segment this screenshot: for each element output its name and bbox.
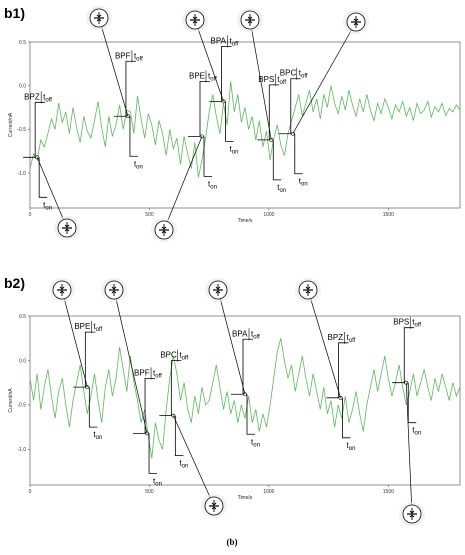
y-axis-title: Current/nA (8, 388, 14, 413)
y-axis-title: Current/nA (8, 112, 14, 137)
tf-label: BPZ (24, 92, 40, 101)
tf-label: BPE (74, 322, 90, 331)
t-on-sub: on (280, 188, 287, 194)
tf-label: BPZ (328, 333, 344, 342)
t-on-sub: on (349, 446, 356, 452)
t-off-sub: off (45, 97, 52, 103)
event-marker (200, 135, 203, 138)
t-on-sub: on (96, 435, 103, 441)
t-on-sub: on (136, 164, 143, 170)
t-on-sub: on (182, 464, 189, 470)
event-marker (36, 156, 39, 159)
figure-caption: (b) (227, 537, 238, 547)
t-off-sub: off (182, 356, 189, 362)
tf-label: BPA (211, 36, 227, 45)
tf-label: BPE (189, 71, 205, 80)
event-marker (172, 414, 175, 417)
x-tick-label: 1500 (383, 489, 394, 495)
t-on-sub: on (253, 442, 260, 448)
x-tick-label: 1000 (263, 212, 274, 218)
x-tick-label: 500 (145, 489, 154, 495)
t-off-sub: off (96, 327, 103, 333)
plot-frame (30, 42, 460, 208)
t-on-sub: on (210, 184, 217, 190)
tf-label: BPS (393, 318, 409, 327)
t-on-sub: on (414, 431, 421, 437)
x-tick-label: 0 (29, 212, 32, 218)
x-axis-title: Time/s (238, 495, 253, 501)
x-tick-label: 1000 (263, 489, 274, 495)
t-off-sub: off (136, 56, 143, 62)
tf-label: BPF (115, 51, 131, 60)
t-off-sub: off (280, 80, 287, 86)
t-on-sub: on (232, 149, 239, 155)
plot-frame (30, 316, 460, 485)
x-tick-label: 500 (145, 212, 154, 218)
tf-label: BPC (160, 351, 177, 360)
y-tick-label: -1.0 (17, 171, 26, 177)
t-off-sub: off (253, 334, 260, 340)
y-tick-label: 0.0 (19, 83, 26, 89)
t-on-sub: on (45, 205, 52, 211)
y-tick-label: 0.5 (19, 314, 26, 320)
t-on-sub: on (155, 481, 162, 487)
t-off-sub: off (414, 323, 421, 329)
x-axis-title: Time/s (238, 218, 253, 224)
chart-b2: 0.5 0.0 -0.5 -1.0 0 500 1000 1500 Time/s Current/… (8, 278, 460, 526)
tf-label: BPF (134, 368, 150, 377)
panel-label-b2: b2) (4, 275, 25, 291)
panel-label-b1: b1) (4, 5, 25, 21)
y-tick-label: -0.5 (17, 403, 26, 409)
x-tick-label: 1500 (383, 212, 394, 218)
t-on-sub: on (301, 182, 308, 188)
t-off-sub: off (155, 373, 162, 379)
t-off-sub: off (232, 41, 239, 47)
tf-label: BPC (280, 69, 297, 78)
x-tick-label: 0 (29, 489, 32, 495)
y-tick-label: 0.5 (19, 40, 26, 46)
y-tick-label: -1.0 (17, 447, 26, 453)
y-tick-label: 0.0 (19, 358, 26, 364)
t-off-label: toff (230, 36, 239, 47)
tf-label: BPA (232, 329, 248, 338)
t-off-sub: off (349, 338, 356, 344)
t-off-sub: off (301, 74, 308, 80)
chart-b1: 0.5 0.0 -0.5 -1.0 0 500 1000 1500 Time/s Current/… (8, 6, 460, 242)
y-tick-label: -0.5 (17, 127, 26, 133)
